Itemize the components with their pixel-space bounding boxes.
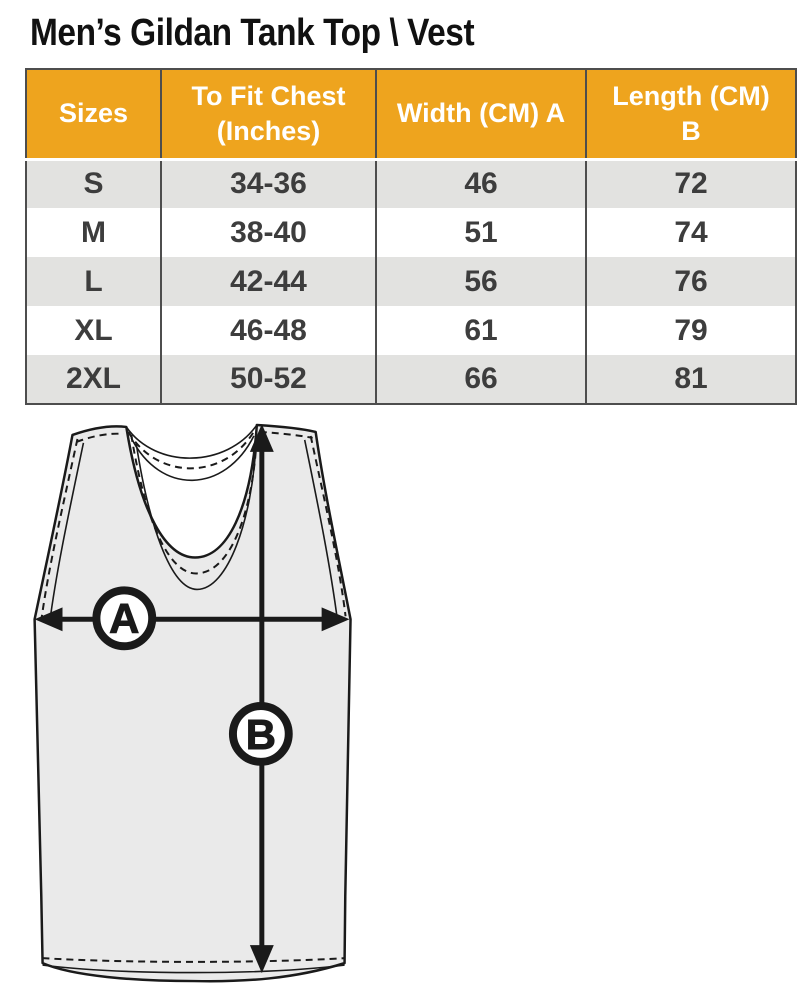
chest-cell: 34-36 xyxy=(160,159,376,208)
front-neck-inner-seam xyxy=(135,443,257,591)
header-label: Width (CM) A xyxy=(396,98,566,129)
back-neck-inner-seam xyxy=(130,435,255,482)
size-cell: XL xyxy=(26,306,161,355)
table-row-m: M 38-40 51 74 xyxy=(26,208,796,257)
garment-outline xyxy=(33,423,352,983)
left-armhole-seam xyxy=(48,442,85,624)
arrow-right-icon xyxy=(321,607,350,632)
column-header-chest: To Fit Chest (Inches) xyxy=(160,69,376,161)
hem-stitch-line xyxy=(42,957,345,963)
column-header-length: Length (CM) B xyxy=(585,69,796,161)
width-label-circle xyxy=(92,586,157,651)
table-row-2xl: 2XL 50-52 66 81 xyxy=(26,355,796,404)
length-cell: 72 xyxy=(585,159,796,208)
back-neck-outer-seam xyxy=(125,424,258,459)
header-label: B xyxy=(681,115,701,146)
column-header-width: Width (CM) A xyxy=(375,69,586,161)
width-label-a: A xyxy=(92,586,157,651)
header-label: Sizes xyxy=(58,98,129,129)
length-label-circle xyxy=(228,702,293,766)
arrow-left-icon xyxy=(34,607,63,632)
header-label: (Inches) xyxy=(216,115,321,146)
right-armhole-seam xyxy=(303,439,339,622)
chest-cell: 38-40 xyxy=(160,208,376,257)
chest-cell: 42-44 xyxy=(160,257,376,306)
table-header: Sizes To Fit Chest (Inches) Width (CM) A… xyxy=(26,69,796,161)
chest-cell: 46-48 xyxy=(160,306,376,355)
front-neck-stitch-line xyxy=(130,434,258,575)
length-arrow-b xyxy=(249,423,274,974)
table-row-s: S 34-36 46 72 xyxy=(26,159,796,208)
size-chart-table: Sizes To Fit Chest (Inches) Width (CM) A… xyxy=(25,68,797,405)
width-cell: 51 xyxy=(375,208,586,257)
column-header-sizes: Sizes xyxy=(26,69,161,161)
arrow-down-icon xyxy=(249,945,274,974)
left-armhole-stitch-line xyxy=(40,438,79,619)
length-label-letter: B xyxy=(246,711,276,758)
table-row-l: L 42-44 56 76 xyxy=(26,257,796,306)
width-cell: 56 xyxy=(375,257,586,306)
header-label: To Fit Chest xyxy=(191,81,346,112)
width-cell: 46 xyxy=(375,159,586,208)
length-cell: 76 xyxy=(585,257,796,306)
size-cell: S xyxy=(26,159,161,208)
length-cell: 81 xyxy=(585,355,796,404)
width-cell: 61 xyxy=(375,306,586,355)
table-body: S 34-36 46 72 M 38-40 51 74 L 42-44 56 7… xyxy=(26,159,796,404)
length-label-b: B xyxy=(228,702,293,766)
header-row: Sizes To Fit Chest (Inches) Width (CM) A… xyxy=(26,69,796,161)
width-cell: 66 xyxy=(375,355,586,404)
tank-top-diagram: A B xyxy=(33,423,352,983)
size-cell: 2XL xyxy=(26,355,161,404)
length-cell: 79 xyxy=(585,306,796,355)
left-strap-stitch-line xyxy=(76,432,124,443)
header-label: Length (CM) xyxy=(612,81,770,112)
arrow-up-icon xyxy=(249,423,274,452)
length-cell: 74 xyxy=(585,208,796,257)
page-title: Men’s Gildan Tank Top \ Vest xyxy=(30,12,475,54)
tank-top-illustration xyxy=(33,423,352,983)
table-row-xl: XL 46-48 61 79 xyxy=(26,306,796,355)
width-label-letter: A xyxy=(109,595,139,642)
back-neck-stitch-line xyxy=(127,429,256,470)
size-cell: L xyxy=(26,257,161,306)
size-cell: M xyxy=(26,208,161,257)
hem-inner-seam xyxy=(42,964,345,974)
right-armhole-stitch-line xyxy=(309,435,347,617)
chest-cell: 50-52 xyxy=(160,355,376,404)
